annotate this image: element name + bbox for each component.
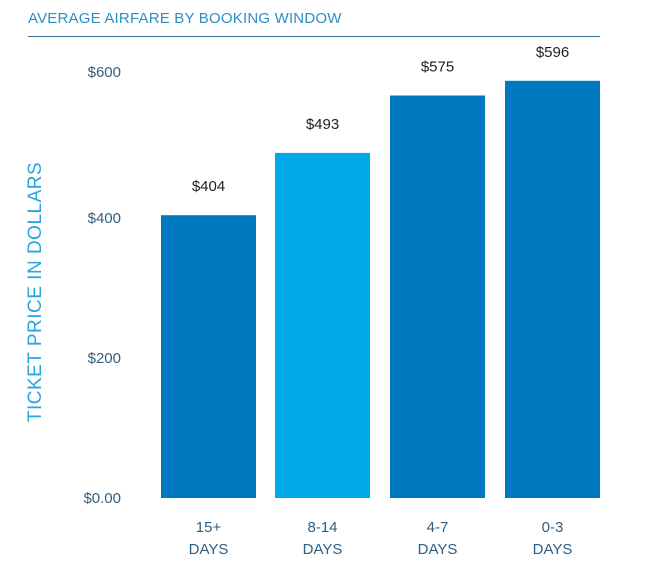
y-tick-label: $200 [88,350,121,367]
y-tick-label: $600 [88,64,121,81]
category-label: DAYS [418,541,458,558]
y-tick-label: $400 [88,210,121,227]
category-label: 4-7 [427,519,449,536]
category-label: DAYS [189,541,229,558]
bar [390,95,485,498]
chart-title: AVERAGE AIRFARE BY BOOKING WINDOW [28,10,342,27]
bars [161,80,600,499]
bar-value-label: $404 [192,178,225,195]
category-label: 15+ [196,519,222,536]
bar-value-label: $493 [306,116,339,133]
bar [505,80,600,499]
category-label: DAYS [303,541,343,558]
category-labels: 15+ DAYS 8-14 DAYS 4-7 DAYS 0-3 DAYS [189,519,573,558]
y-axis-title-group: TICKET PRICE IN DOLLARS [25,162,46,422]
bar-value-label: $596 [536,44,569,61]
value-labels: $404 $493 $575 $596 [192,44,569,195]
category-label: 8-14 [307,519,337,536]
bar [275,152,370,498]
category-label: DAYS [533,541,573,558]
y-axis-title: TICKET PRICE IN DOLLARS [25,162,46,422]
y-tick-label: $0.00 [83,490,121,507]
category-label: 0-3 [542,519,564,536]
bar-value-label: $575 [421,59,454,76]
bar [161,215,256,498]
y-axis-ticks: $0.00 $200 $400 $600 [83,64,121,507]
title-divider [28,36,600,37]
